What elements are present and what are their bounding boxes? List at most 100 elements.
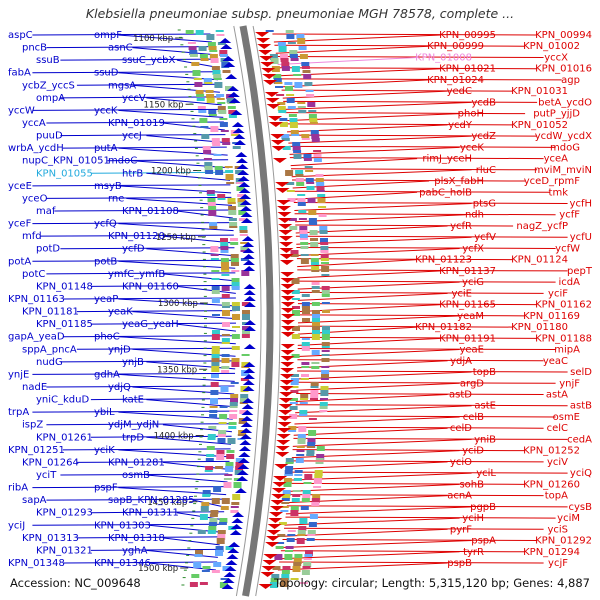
gene-label[interactable]: KPN_01002 (523, 41, 580, 52)
gene-label[interactable]: KPN_01321 (36, 545, 93, 556)
gene-label[interactable]: yeaE (459, 345, 484, 356)
gene-label[interactable]: msyB (94, 181, 122, 192)
gene-label[interactable]: KPN_01313 (22, 533, 79, 544)
gene-label[interactable]: yciO (450, 457, 472, 468)
gene-label[interactable]: wrbA_ycdH (8, 143, 64, 154)
gene-label[interactable]: yciF (548, 288, 568, 299)
gene-label[interactable]: argD (460, 378, 484, 389)
gene-label[interactable]: KPN_01294 (523, 547, 580, 558)
gene-label[interactable]: KPN_01264 (22, 457, 79, 468)
gene-label[interactable]: astE (474, 401, 496, 412)
gene-label[interactable]: potD (36, 244, 60, 255)
gene-label[interactable]: ycjF (548, 558, 568, 569)
gene-label[interactable]: ymfC_ymfB (108, 269, 165, 280)
gene-label[interactable]: ycdY (448, 120, 473, 131)
gene-label[interactable]: maf (36, 206, 56, 217)
gene-label[interactable]: yciM (557, 513, 580, 524)
gene-label[interactable]: cedA (567, 434, 592, 445)
gene-label[interactable]: KPN_01293 (36, 508, 93, 519)
gene-label[interactable]: pspF (94, 483, 118, 494)
gene-label[interactable]: phoC (94, 332, 120, 343)
gene-label[interactable]: astD (449, 390, 472, 401)
gene-label[interactable]: trpA (8, 407, 29, 418)
gene-label[interactable]: plsX_fabH (434, 176, 484, 187)
gene-label[interactable]: ycfU (570, 232, 592, 243)
gene-label[interactable]: aspC (8, 30, 33, 41)
gene-label[interactable]: pepT (567, 266, 593, 277)
gene-label[interactable]: nagZ_ycfP (516, 221, 568, 232)
gene-label[interactable]: yeaK (108, 307, 133, 318)
gene-label[interactable]: KPN_01148 (36, 281, 93, 292)
gene-label[interactable]: mdoG (550, 142, 580, 153)
gene-label[interactable]: yccV (122, 93, 146, 104)
gene-label[interactable]: KPN_01165 (439, 300, 496, 311)
gene-label[interactable]: yciJ (8, 520, 25, 531)
gene-label[interactable]: KPN_01120 (108, 231, 165, 242)
gene-label[interactable]: osmB (122, 470, 150, 481)
gene-label[interactable]: yciQ (570, 468, 592, 479)
gene-label[interactable]: sppA_pncA (22, 344, 77, 355)
gene-label[interactable]: yciK (94, 445, 115, 456)
gene-label[interactable]: astA (546, 390, 568, 401)
gene-label[interactable]: icdA (559, 277, 581, 288)
gene-label[interactable]: KPN_01185 (36, 319, 93, 330)
gene-label[interactable]: ycfV (474, 232, 496, 243)
gene-label[interactable]: pspB (447, 558, 472, 569)
gene-label[interactable]: KPN_01252 (523, 446, 580, 457)
gene-label[interactable]: KPN_01281 (108, 457, 165, 468)
gene-label[interactable]: ssuC_ycbX (122, 55, 176, 66)
gene-label[interactable]: nupC_KPN_01051 (22, 156, 110, 167)
gene-label[interactable]: rne (108, 193, 124, 204)
gene-label[interactable]: pspA (471, 536, 496, 547)
gene-label[interactable]: yciV (547, 457, 568, 468)
gene-label[interactable]: ycdW_ycdX (535, 131, 592, 142)
gene-label[interactable]: ptsG (473, 199, 496, 210)
gene-label[interactable]: putA (94, 143, 118, 154)
gene-label[interactable]: yceO (22, 193, 48, 204)
gene-label[interactable]: topB (473, 367, 496, 378)
gene-label[interactable]: KPN_01108 (122, 206, 179, 217)
gene-label[interactable]: yniB (474, 434, 496, 445)
gene-label[interactable]: cysB (569, 502, 593, 513)
gene-label[interactable]: ydjM_ydjN (108, 420, 159, 431)
gene-label[interactable]: yeaM (457, 311, 484, 322)
gene-label[interactable]: rimJ_yceH (422, 154, 472, 165)
gene-label[interactable]: mviM_mviN (534, 165, 592, 176)
gene-label[interactable]: ycfD (122, 244, 145, 255)
gene-label[interactable]: KPN_00995 (439, 30, 496, 41)
gene-label[interactable]: pncB (22, 43, 47, 54)
gene-label[interactable]: yeaP (94, 294, 118, 305)
gene-label[interactable]: agp (561, 75, 580, 86)
gene-label[interactable]: KPN_01055 (36, 168, 93, 179)
gene-label[interactable]: KPN_01303 (94, 520, 151, 531)
gene-label[interactable]: ssuD (94, 68, 119, 79)
gene-label[interactable]: yccA (22, 118, 46, 129)
gene-label[interactable]: KPN_01169 (523, 311, 580, 322)
gene-label[interactable]: ndh (465, 210, 484, 221)
gene-label[interactable]: KPN_01181 (22, 307, 79, 318)
gene-label[interactable]: ynjF (559, 378, 580, 389)
gene-label[interactable]: osmE (553, 412, 580, 423)
gene-label[interactable]: nudG (36, 357, 63, 368)
gene-label[interactable]: ribA (8, 483, 28, 494)
gene-label[interactable]: KPN_00999 (427, 41, 484, 52)
gene-label[interactable]: ycfQ (94, 219, 117, 230)
gene-label[interactable]: celB (463, 412, 484, 423)
gene-label[interactable]: ycfX (462, 243, 484, 254)
gene-label[interactable]: KPN_01031 (511, 86, 568, 97)
gene-label[interactable]: ompA (36, 93, 65, 104)
gene-label[interactable]: KPN_01251 (8, 445, 65, 456)
gene-label[interactable]: ycfR (450, 221, 472, 232)
gene-label[interactable]: yceE (8, 181, 32, 192)
gene-label[interactable]: tmk (549, 187, 569, 198)
gene-label[interactable]: KPN_01311 (122, 508, 179, 519)
gene-label[interactable]: ynjE (8, 369, 29, 380)
gene-label[interactable]: KPN_01123 (415, 255, 472, 266)
gene-label[interactable]: potB (94, 256, 117, 267)
gene-label[interactable]: yciS (547, 524, 568, 535)
gene-label[interactable]: ycdZ (471, 131, 496, 142)
gene-label[interactable]: yceD_rpmF (524, 176, 580, 187)
gene-label[interactable]: mdoC (108, 156, 137, 167)
gene-label[interactable]: selD (570, 367, 592, 378)
